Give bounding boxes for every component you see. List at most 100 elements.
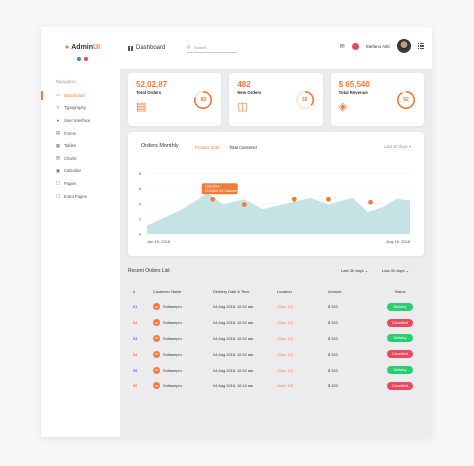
customer-cell: SF Sofianepro xyxy=(153,334,213,342)
legend-product-sold[interactable]: Product Sold xyxy=(195,145,219,150)
extra-pages-icon: ▢ xyxy=(55,193,61,199)
sidebar-item-label: Pages xyxy=(64,180,76,186)
location: Oran, DZ xyxy=(277,367,293,373)
progress-ring xyxy=(194,91,213,109)
stat-card[interactable]: $ 65,540 Total Revenue ◈ 92 xyxy=(330,73,424,126)
amount: $ 320 xyxy=(328,367,338,373)
app-window: ● Admin UI Navigation ▭ Dashboard T Typograp… xyxy=(41,27,432,437)
top-bar: Dashboard ⚲ Search... ✉ Stefano Aitti xyxy=(120,27,432,69)
customer-cell: SF Sofianepro xyxy=(153,382,213,390)
status-dot-blue xyxy=(77,57,81,61)
dashboard-icon xyxy=(128,45,133,51)
location: Oran, DZ xyxy=(277,383,293,389)
chart-title: Orders Monthly xyxy=(141,143,179,149)
status-cell: Delivery xyxy=(376,302,424,311)
notification-icon[interactable] xyxy=(351,42,359,50)
sidebar-item-forms[interactable]: ▤ Forms xyxy=(41,127,120,140)
customer-avatar: SF xyxy=(153,366,160,374)
receipt-icon: ▤ xyxy=(136,101,147,113)
progress-value: 92 xyxy=(403,97,409,103)
delivery-date: 04 Aug 2018, 10:10 am xyxy=(213,351,254,357)
status-cell: Cancelled xyxy=(376,350,424,359)
status-dots xyxy=(77,57,88,61)
customer-name: Sofianepro xyxy=(163,351,182,357)
stat-value: 482 xyxy=(237,80,251,89)
status-badge[interactable]: Cancelled xyxy=(387,381,413,390)
x-axis-end-label: Aug 16, 2018 xyxy=(386,239,411,244)
customer-cell: SF Sofianepro xyxy=(153,366,213,374)
user-logo-icon: ● xyxy=(65,44,70,51)
chart-tooltip xyxy=(201,183,238,195)
app-logo[interactable]: ● Admin UI xyxy=(65,44,100,51)
forms-icon: ▤ xyxy=(55,130,61,136)
order-id: 06 xyxy=(133,383,138,389)
table-row[interactable]: 02 SF Sofianepro 04 Aug 2018, 10:10 am Or… xyxy=(128,315,424,331)
table-icon: ▦ xyxy=(55,142,61,148)
monitor-icon: ▭ xyxy=(55,92,61,98)
typography-icon: T xyxy=(56,105,60,111)
order-id: 04 xyxy=(133,351,138,357)
data-point-product-sold xyxy=(291,196,297,202)
mail-icon[interactable]: ✉ xyxy=(339,43,345,50)
sidebar-item-label: Tables xyxy=(64,143,77,149)
sidebar-nav: ▭ Dashboard T Typography ● User Interface ▤ For… xyxy=(41,89,120,202)
status-badge[interactable]: Delivery xyxy=(387,334,413,343)
stat-value: 52,02,87 xyxy=(136,80,168,89)
stat-label: Total Revenue xyxy=(338,90,368,95)
orders-table: # Customer Name Delivery Date & Time Loc… xyxy=(128,283,424,394)
orders-filter-select-1[interactable]: Last 30 days ⌄ xyxy=(341,268,369,273)
customer-name: Sofianepro xyxy=(163,335,182,341)
stat-card[interactable]: 482 New Orders ◫ 36 xyxy=(229,73,323,126)
status-badge[interactable]: Delivery xyxy=(387,366,413,375)
sidebar-item-dashboard[interactable]: ▭ Dashboard xyxy=(41,89,120,102)
user-name[interactable]: Stefano Aitti xyxy=(365,43,390,49)
status-cell: Cancelled xyxy=(376,318,424,327)
customer-avatar: SF xyxy=(153,319,160,327)
col-header-amount: Amount xyxy=(328,288,342,294)
table-row[interactable]: 04 SF Sofianepro 04 Aug 2018, 10:10 am Or… xyxy=(128,346,424,362)
search-input[interactable]: ⚲ Search... xyxy=(187,43,237,53)
status-badge[interactable]: Delivery xyxy=(387,302,413,311)
sidebar-item-extra-pages[interactable]: ▢ Extra Pages xyxy=(41,190,120,203)
delivery-date: 04 Aug 2018, 10:10 am xyxy=(213,367,254,373)
orders-filter-select-2[interactable]: Last 30 days ⌄ xyxy=(382,268,410,273)
sidebar-item-label: Charts xyxy=(64,155,77,161)
sidebar-item-user-interface[interactable]: ● User Interface xyxy=(41,114,120,127)
orders-chart-card: Orders Monthly Product Sold Total Custom… xyxy=(128,132,424,256)
avatar[interactable] xyxy=(396,39,411,53)
y-tick-label: 6 xyxy=(139,186,142,191)
sidebar-item-pages[interactable]: ▢ Pages xyxy=(41,177,120,190)
col-header-date: Delivery Date & Time xyxy=(213,288,250,294)
logo-text-suffix: UI xyxy=(93,44,101,51)
tooltip-date: 16/5/2018 xyxy=(205,185,220,189)
y-tick-label: 8 xyxy=(139,171,142,176)
table-row[interactable]: 03 SF Sofianepro 04 Aug 2018, 10:10 am Or… xyxy=(128,331,424,347)
table-row[interactable]: 05 SF Sofianepro 04 Aug 2018, 10:10 am Or… xyxy=(128,362,424,378)
stat-label: Total Orders xyxy=(136,90,162,95)
table-row[interactable]: 06 SF Sofianepro 04 Aug 2018, 10:10 am Or… xyxy=(128,378,424,394)
sidebar-item-charts[interactable]: ▥ Charts xyxy=(41,152,120,165)
customer-name: Sofianepro xyxy=(163,367,182,373)
location: Oran, DZ xyxy=(277,351,293,357)
sidebar-item-typography[interactable]: T Typography xyxy=(41,102,120,115)
stat-label: New Orders xyxy=(237,90,262,95)
legend-total-customer[interactable]: Total Customer xyxy=(229,145,258,150)
stat-card[interactable]: 52,02,87 Total Orders ▤ 80 xyxy=(128,73,222,126)
status-badge[interactable]: Cancelled xyxy=(387,350,413,359)
table-row[interactable]: 01 SF Sofianepro 04 Aug 2018, 10:10 am Or… xyxy=(128,299,424,315)
chart-period-select[interactable]: Last 30 days ▾ xyxy=(384,144,411,149)
sidebar-item-calendar[interactable]: ▣ Calendar xyxy=(41,165,120,178)
sidebar-item-tables[interactable]: ▦ Tables xyxy=(41,139,120,152)
progress-ring xyxy=(295,91,314,109)
sidebar-item-label: Calendar xyxy=(64,168,81,174)
sidebar: ● Admin UI Navigation ▭ Dashboard T Typograp… xyxy=(41,27,120,437)
sidebar-item-label: Forms xyxy=(64,130,76,136)
apps-grid-icon[interactable] xyxy=(417,42,424,50)
status-badge[interactable]: Cancelled xyxy=(387,318,413,327)
data-point-product-sold xyxy=(326,196,331,202)
amount: $ 320 xyxy=(328,383,338,389)
x-axis-start-label: Jan 15, 2018 xyxy=(147,239,171,244)
delivery-date: 04 Aug 2018, 10:10 am xyxy=(213,304,254,310)
data-point-product-sold xyxy=(210,196,216,202)
